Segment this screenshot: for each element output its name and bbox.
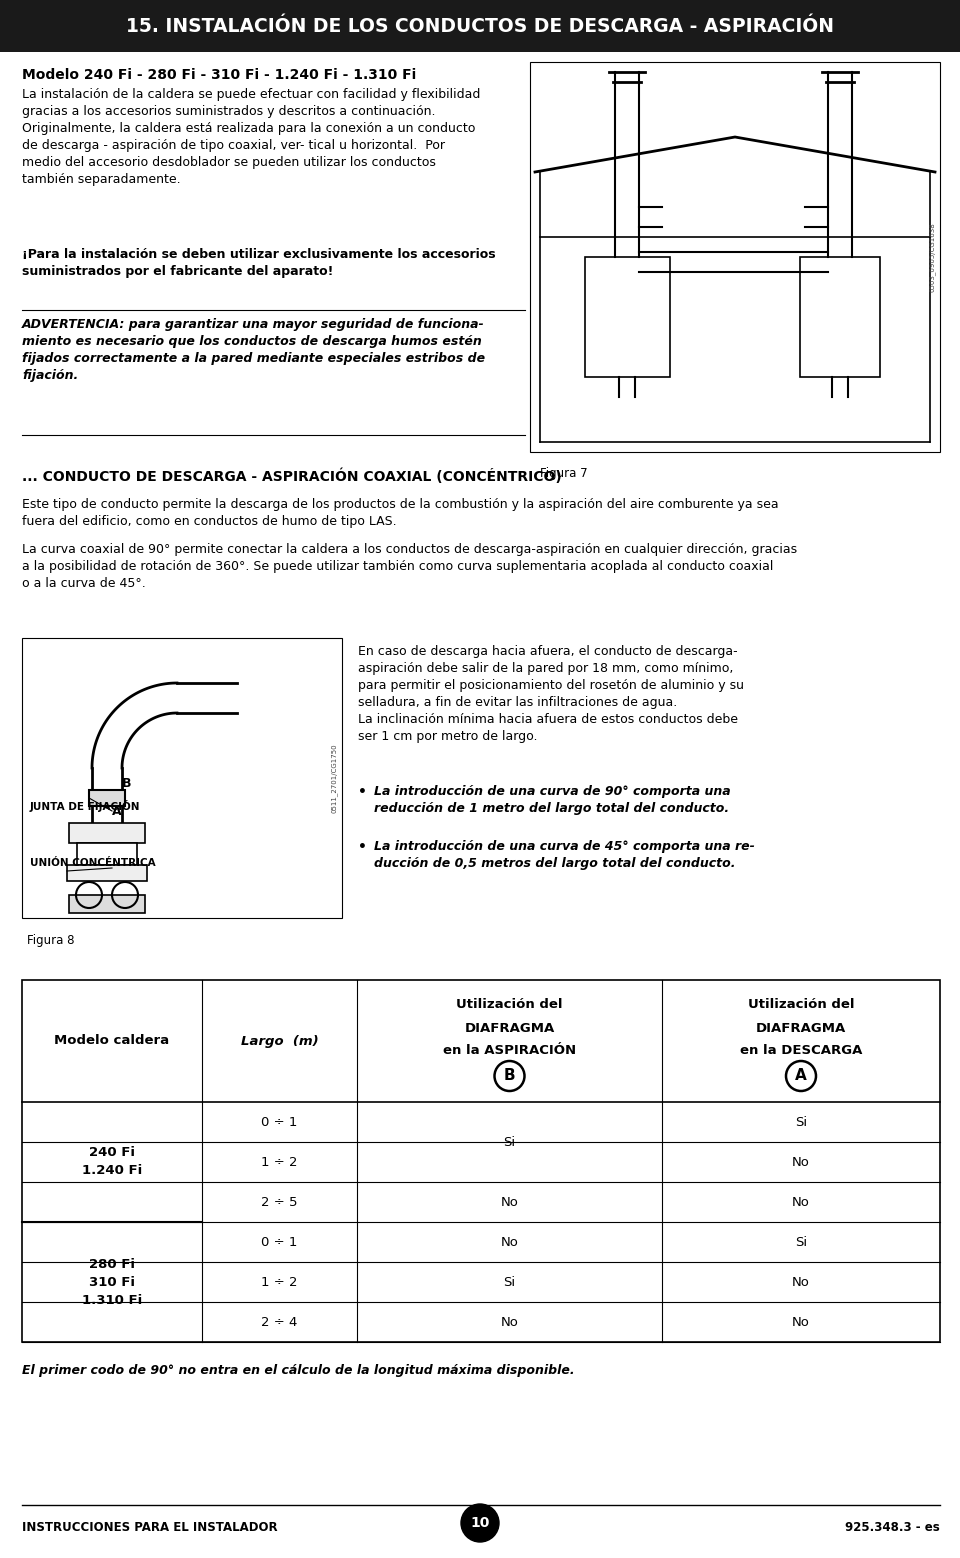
Text: El primer codo de 90° no entra en el cálculo de la longitud máxima disponible.: El primer codo de 90° no entra en el cál… <box>22 1363 575 1377</box>
Text: 1 ÷ 2: 1 ÷ 2 <box>261 1156 298 1168</box>
Text: 0503_0905/CG1638: 0503_0905/CG1638 <box>928 223 935 291</box>
Bar <box>22 637 342 918</box>
Text: No: No <box>792 1315 810 1329</box>
Text: 240 Fi
1.240 Fi: 240 Fi 1.240 Fi <box>82 1147 142 1178</box>
Text: 15. INSTALACIÓN DE LOS CONDUCTOS DE DESCARGA - ASPIRACIÓN: 15. INSTALACIÓN DE LOS CONDUCTOS DE DESC… <box>126 17 834 36</box>
Text: A: A <box>795 1069 806 1083</box>
Text: ADVERTENCIA: para garantizar una mayor seguridad de funciona-
miento es necesari: ADVERTENCIA: para garantizar una mayor s… <box>22 318 485 382</box>
Text: 0511_2701/CG1750: 0511_2701/CG1750 <box>330 743 337 813</box>
Text: Utilización del: Utilización del <box>748 999 854 1011</box>
Bar <box>0 0 960 51</box>
Text: •: • <box>358 840 367 854</box>
Text: La instalación de la caldera se puede efectuar con facilidad y flexibilidad
grac: La instalación de la caldera se puede ef… <box>22 87 480 185</box>
Text: en la DESCARGA: en la DESCARGA <box>740 1044 862 1056</box>
Text: Largo  (m): Largo (m) <box>241 1035 319 1047</box>
Text: Si: Si <box>795 1116 807 1128</box>
Text: Figura 7: Figura 7 <box>540 467 588 480</box>
Bar <box>67 865 147 880</box>
Text: Modelo caldera: Modelo caldera <box>55 1035 170 1047</box>
Text: No: No <box>792 1276 810 1288</box>
Text: en la ASPIRACIÓN: en la ASPIRACIÓN <box>443 1044 576 1056</box>
Bar <box>530 62 940 452</box>
Text: A: A <box>112 804 122 818</box>
Text: B: B <box>122 776 132 790</box>
Text: •: • <box>358 785 367 799</box>
Text: No: No <box>500 1195 518 1209</box>
Text: 280 Fi
310 Fi
1.310 Fi: 280 Fi 310 Fi 1.310 Fi <box>82 1257 142 1307</box>
Text: 925.348.3 - es: 925.348.3 - es <box>845 1521 940 1535</box>
Circle shape <box>461 1503 499 1542</box>
Text: INSTRUCCIONES PARA EL INSTALADOR: INSTRUCCIONES PARA EL INSTALADOR <box>22 1521 277 1535</box>
Text: Figura 8: Figura 8 <box>27 933 75 947</box>
Text: Si: Si <box>503 1276 516 1288</box>
Bar <box>89 790 125 805</box>
Text: 10: 10 <box>470 1516 490 1530</box>
Text: 2 ÷ 5: 2 ÷ 5 <box>261 1195 298 1209</box>
Bar <box>585 257 670 377</box>
Text: 0 ÷ 1: 0 ÷ 1 <box>261 1116 298 1128</box>
Text: DIAFRAGMA: DIAFRAGMA <box>465 1022 555 1035</box>
Text: No: No <box>792 1195 810 1209</box>
Text: No: No <box>500 1315 518 1329</box>
Text: Si: Si <box>503 1136 516 1148</box>
Bar <box>69 894 145 913</box>
Text: No: No <box>500 1235 518 1248</box>
Text: 0 ÷ 1: 0 ÷ 1 <box>261 1235 298 1248</box>
Text: Si: Si <box>795 1235 807 1248</box>
Text: Este tipo de conducto permite la descarga de los productos de la combustión y la: Este tipo de conducto permite la descarg… <box>22 499 779 528</box>
Bar <box>69 823 145 843</box>
Text: Modelo 240 Fi - 280 Fi - 310 Fi - 1.240 Fi - 1.310 Fi: Modelo 240 Fi - 280 Fi - 310 Fi - 1.240 … <box>22 69 417 83</box>
Text: B: B <box>504 1069 516 1083</box>
Text: ... CONDUCTO DE DESCARGA - ASPIRACIÓN COAXIAL (CONCÉNTRICO): ... CONDUCTO DE DESCARGA - ASPIRACIÓN CO… <box>22 467 562 483</box>
Text: La introducción de una curva de 45° comporta una re-
ducción de 0,5 metros del l: La introducción de una curva de 45° comp… <box>374 840 755 869</box>
Bar <box>77 843 137 865</box>
Text: 1 ÷ 2: 1 ÷ 2 <box>261 1276 298 1288</box>
Text: ¡Para la instalación se deben utilizar exclusivamente los accesorios
suministrad: ¡Para la instalación se deben utilizar e… <box>22 248 495 277</box>
Text: UNIÓN CONCÉNTRICA: UNIÓN CONCÉNTRICA <box>30 858 156 868</box>
Text: 2 ÷ 4: 2 ÷ 4 <box>261 1315 298 1329</box>
Bar <box>22 980 940 1341</box>
Text: JUNTA DE FIJACIÓN: JUNTA DE FIJACIÓN <box>30 799 140 812</box>
Bar <box>800 257 880 377</box>
Text: DIAFRAGMA: DIAFRAGMA <box>756 1022 846 1035</box>
Text: En caso de descarga hacia afuera, el conducto de descarga-
aspiración debe salir: En caso de descarga hacia afuera, el con… <box>358 645 744 743</box>
Text: No: No <box>792 1156 810 1168</box>
Text: La curva coaxial de 90° permite conectar la caldera a los conductos de descarga-: La curva coaxial de 90° permite conectar… <box>22 544 797 590</box>
Text: La introducción de una curva de 90° comporta una
reducción de 1 metro del largo : La introducción de una curva de 90° comp… <box>374 785 731 815</box>
Text: Utilización del: Utilización del <box>456 999 563 1011</box>
